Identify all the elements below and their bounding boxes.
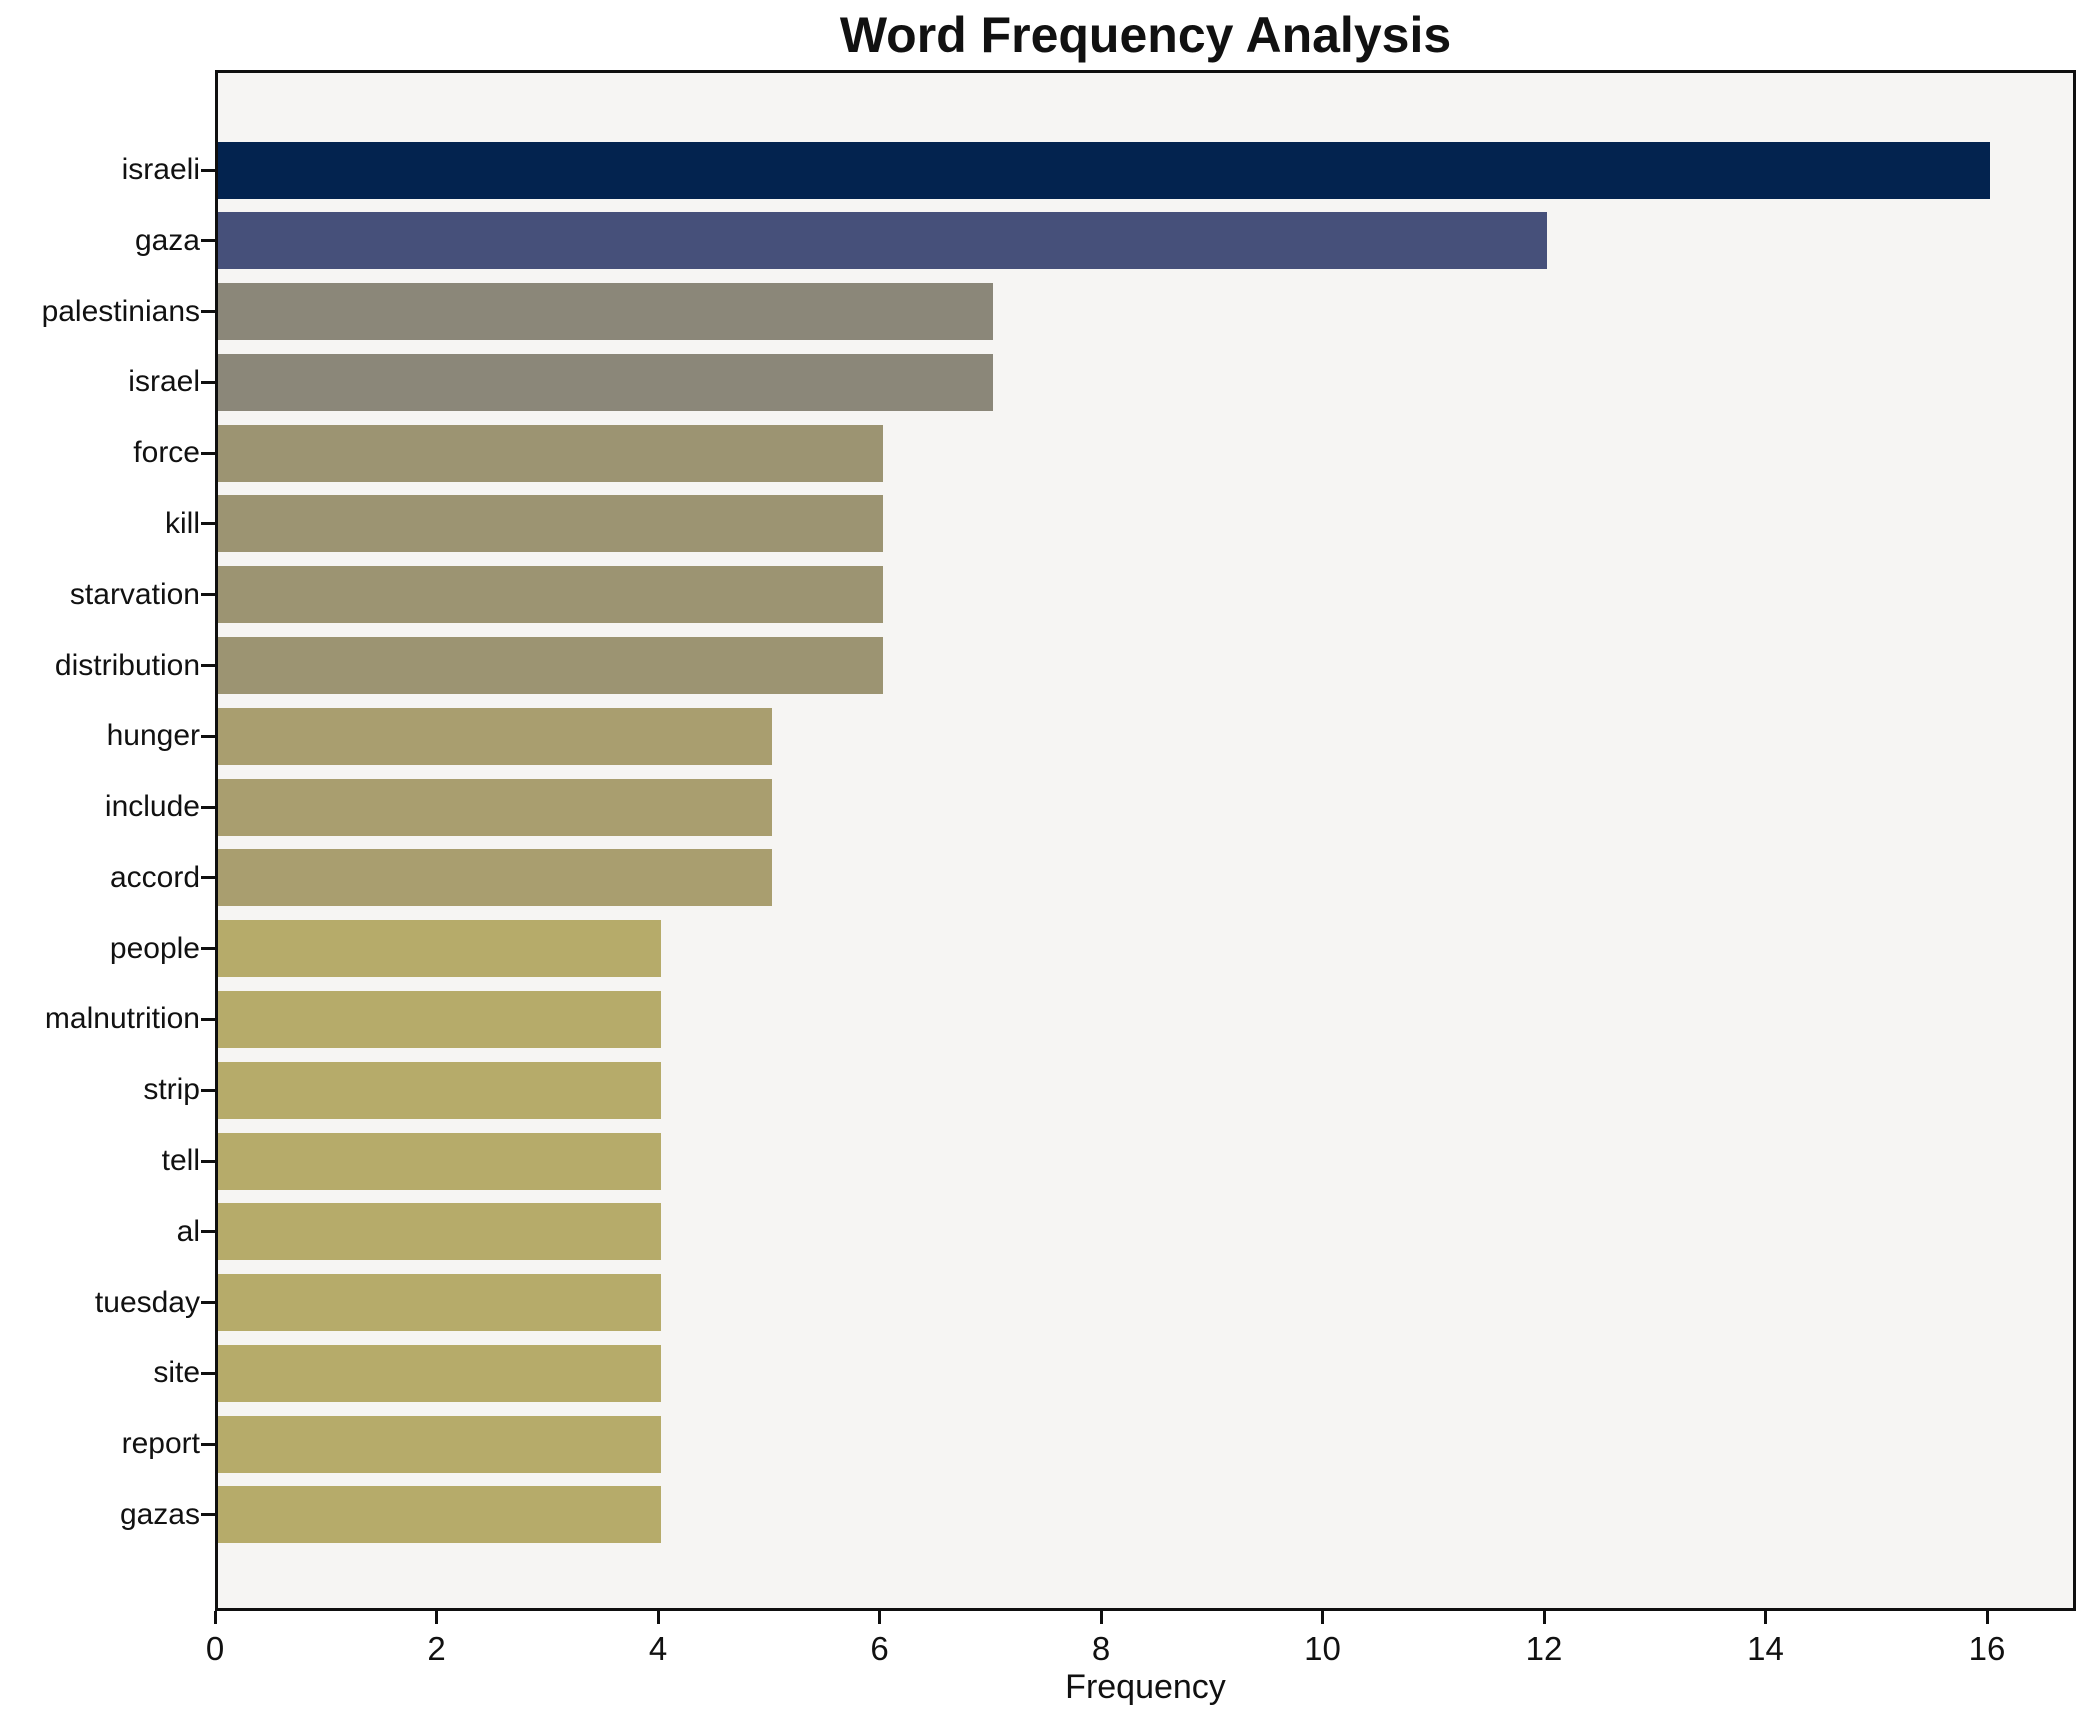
x-axis-label: Frequency: [1065, 1668, 1226, 1706]
y-tick-mark: [201, 734, 215, 738]
x-tick-label-12: 12: [1525, 1630, 1563, 1667]
bar-kill: [218, 495, 883, 553]
x-tick-mark: [1764, 1611, 1767, 1624]
chart-title: Word Frequency Analysis: [839, 7, 1452, 63]
y-tick-mark: [201, 805, 215, 809]
bar-report: [218, 1415, 661, 1473]
y-tick-mark: [201, 168, 215, 172]
x-tick-mark: [1321, 1611, 1324, 1624]
x-tick-mark: [878, 1611, 881, 1624]
y-tick-mark: [201, 1442, 215, 1446]
bar-include: [218, 778, 772, 836]
x-tick-mark: [656, 1611, 660, 1624]
bar-people: [218, 920, 661, 978]
y-tick-mark: [201, 593, 215, 597]
y-tick-mark: [201, 664, 215, 668]
y-tick-label-kill: kill: [165, 506, 200, 540]
x-tick-label-14: 14: [1747, 1630, 1784, 1667]
y-tick-label-malnutrition: malnutrition: [44, 1002, 200, 1036]
x-tick-mark: [1985, 1611, 1989, 1624]
y-tick-label-tuesday: tuesday: [94, 1285, 200, 1319]
y-tick-mark: [201, 947, 215, 951]
x-tick-mark: [213, 1611, 217, 1624]
bar-gazas: [218, 1486, 661, 1544]
x-tick-mark: [1099, 1611, 1103, 1624]
y-tick-label-site: site: [153, 1356, 200, 1390]
y-tick-mark: [201, 1230, 215, 1234]
y-tick-label-hunger: hunger: [106, 719, 200, 753]
x-tick-label-10: 10: [1304, 1630, 1341, 1667]
bar-israel: [218, 353, 994, 411]
y-tick-label-report: report: [121, 1427, 200, 1461]
y-tick-label-al: al: [176, 1214, 200, 1248]
bar-malnutrition: [218, 990, 661, 1048]
y-tick-label-gaza: gaza: [134, 223, 200, 257]
bar-hunger: [218, 707, 772, 765]
x-tick-label-16: 16: [1968, 1630, 2006, 1667]
x-tick-label-2: 2: [427, 1630, 446, 1667]
y-tick-mark: [201, 522, 215, 526]
y-tick-mark: [201, 1159, 215, 1163]
bar-tuesday: [218, 1274, 661, 1332]
y-tick-label-starvation: starvation: [69, 577, 200, 611]
y-tick-mark: [201, 1088, 215, 1092]
bar-palestinians: [218, 283, 994, 341]
y-tick-mark: [201, 1371, 215, 1375]
y-tick-mark: [201, 451, 215, 455]
y-tick-mark: [201, 1017, 215, 1021]
y-tick-mark: [201, 1301, 215, 1305]
y-tick-label-distribution: distribution: [54, 648, 200, 682]
bar-distribution: [218, 637, 883, 695]
x-tick-mark: [1542, 1611, 1546, 1624]
y-tick-label-force: force: [133, 436, 200, 470]
y-tick-label-people: people: [109, 931, 200, 965]
x-tick-label-0: 0: [205, 1630, 225, 1667]
y-tick-label-israeli: israeli: [121, 153, 200, 186]
y-tick-label-strip: strip: [143, 1073, 200, 1107]
x-tick-label-8: 8: [1091, 1630, 1111, 1667]
y-tick-label-gazas: gazas: [119, 1497, 200, 1531]
bar-al: [218, 1203, 661, 1261]
y-tick-mark: [201, 1513, 215, 1517]
y-tick-mark: [201, 239, 215, 243]
y-tick-label-tell: tell: [161, 1144, 200, 1178]
bar-israeli: [218, 141, 1990, 199]
bar-accord: [218, 849, 772, 907]
bar-gaza: [218, 212, 1547, 270]
y-tick-label-include: include: [104, 790, 200, 824]
y-tick-mark: [201, 876, 215, 880]
bar-strip: [218, 1061, 661, 1119]
y-tick-mark: [201, 310, 215, 314]
x-tick-label-4: 4: [648, 1630, 668, 1667]
x-tick-mark: [435, 1611, 438, 1624]
bar-force: [218, 424, 883, 482]
bar-starvation: [218, 566, 883, 624]
y-tick-mark: [201, 380, 215, 384]
y-tick-label-israel: israel: [128, 365, 200, 399]
bar-site: [218, 1344, 661, 1402]
y-tick-label-palestinians: palestinians: [41, 294, 200, 328]
x-tick-label-6: 6: [870, 1630, 889, 1667]
bar-tell: [218, 1132, 661, 1190]
y-tick-label-accord: accord: [109, 860, 200, 894]
plot-area: [215, 70, 2076, 1611]
